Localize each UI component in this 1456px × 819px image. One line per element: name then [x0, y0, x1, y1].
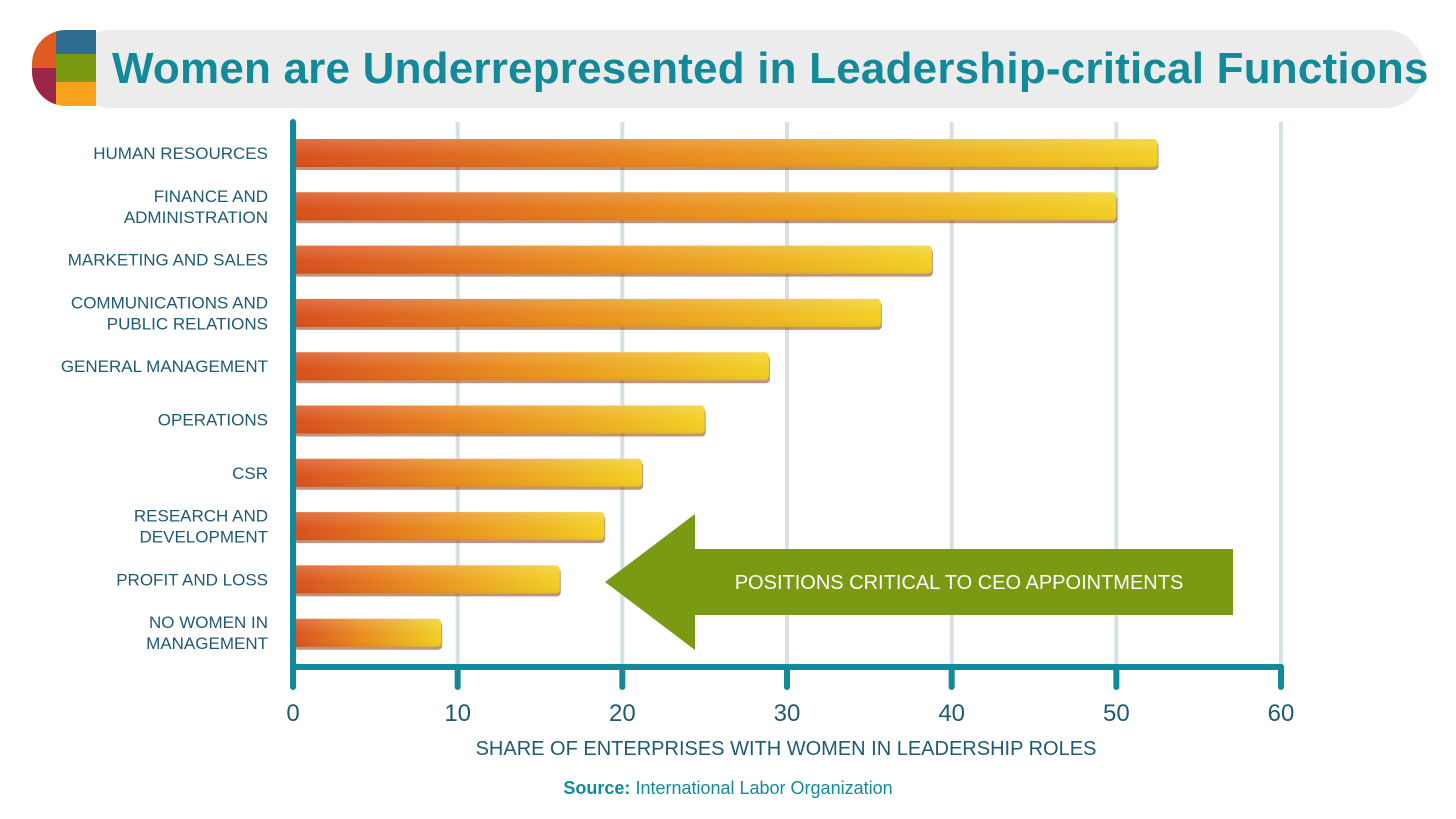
category-label: MARKETING AND SALES	[68, 251, 268, 270]
x-tick-label: 40	[938, 700, 965, 727]
bar-highlight	[293, 192, 1117, 221]
page-title: Women are Underrepresented in Leadership…	[112, 44, 1429, 93]
bar-highlight	[293, 458, 643, 487]
callout-arrow-shape	[605, 514, 1233, 650]
bar-highlight	[293, 298, 881, 327]
source-text: International Labor Organization	[635, 778, 893, 798]
x-tick-label: 20	[609, 700, 636, 727]
category-label: FINANCE AND ADMINISTRATION	[124, 187, 268, 227]
category-label: NO WOMEN IN MANAGEMENT	[146, 613, 268, 653]
logo-icon	[32, 30, 96, 106]
category-label: PROFIT AND LOSS	[116, 570, 268, 589]
source-label: Source:	[563, 778, 631, 798]
callout-arrow: POSITIONS CRITICAL TO CEO APPOINTMENTS	[605, 514, 1233, 650]
bar-highlight	[293, 245, 932, 274]
x-tick-label: 10	[444, 700, 471, 727]
axes	[290, 119, 1284, 690]
category-label: OPERATIONS	[158, 411, 268, 430]
callout-text: POSITIONS CRITICAL TO CEO APPOINTMENTS	[735, 572, 1184, 594]
x-tick-label: 30	[774, 700, 801, 727]
bar-highlight	[293, 352, 769, 381]
category-label: CSR	[232, 464, 268, 483]
category-labels: HUMAN RESOURCES FINANCE AND ADMINISTRATION…	[61, 144, 268, 653]
bar-highlight	[293, 565, 560, 594]
x-tick-label: 60	[1268, 700, 1295, 727]
category-label: GENERAL MANAGEMENT	[61, 357, 268, 376]
source-note: Source: International Labor Organization	[0, 778, 1456, 799]
x-tick-label: 0	[286, 700, 299, 727]
tick-labels: 0 10 20 30 40 50 60	[286, 700, 1294, 727]
title-bar: Women are Underrepresented in Leadership…	[32, 30, 1428, 108]
bar-highlight	[293, 618, 442, 647]
category-label: HUMAN RESOURCES	[93, 144, 268, 163]
bar-highlight	[293, 405, 705, 434]
bars	[293, 139, 1159, 650]
category-label: RESEARCH AND DEVELOPMENT	[134, 507, 268, 547]
title-pill	[72, 30, 1424, 108]
x-axis-title: SHARE OF ENTERPRISES WITH WOMEN IN LEADE…	[476, 738, 1097, 760]
x-tick-label: 50	[1103, 700, 1130, 727]
bar-highlight	[293, 512, 605, 541]
bar-highlight	[293, 139, 1158, 167]
category-label: COMMUNICATIONS AND PUBLIC RELATIONS	[71, 293, 268, 333]
